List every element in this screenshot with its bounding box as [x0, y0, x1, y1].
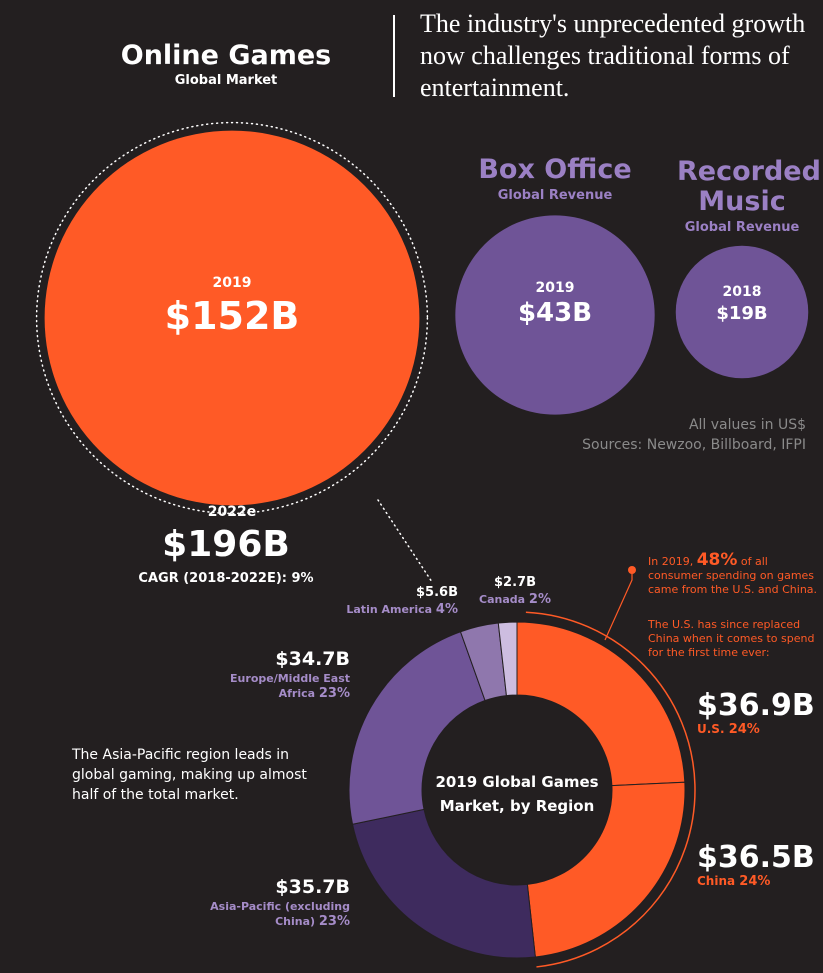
segment-value: $36.9B — [697, 688, 815, 723]
bubble-value: $19B — [716, 303, 768, 324]
note: Sources: Newzoo, Billboard, IFPI — [582, 437, 806, 453]
bubble — [455, 215, 655, 415]
annotation-highlight: 48% — [696, 550, 738, 570]
forecast-cagr: CAGR (2018-2022E): 9% — [138, 571, 314, 586]
forecast-year: 2022e — [207, 504, 257, 520]
bubble-year: 2019 — [535, 280, 575, 296]
segment-share: 24% — [739, 874, 771, 889]
annotation: In 2019, 48% of all consumer spending on… — [648, 550, 818, 597]
bubble-title: Online Games — [120, 40, 332, 71]
segment-name: Latin America — [346, 603, 433, 616]
segment-label: U.S. 24% — [697, 722, 760, 737]
donut-segment — [526, 781, 686, 958]
annotation-dot — [628, 566, 636, 574]
segment-name: China — [697, 874, 736, 888]
segment-value: $2.7B — [494, 575, 536, 590]
annotation-line — [604, 572, 633, 641]
segment-share: 23% — [318, 686, 350, 701]
segment-share: 24% — [728, 722, 760, 737]
bubble-year: 2019 — [212, 275, 252, 291]
segment-label: Canada 2% — [479, 592, 551, 607]
segment-share: 4% — [435, 602, 458, 617]
segment-label: China 24% — [697, 874, 770, 889]
connector — [377, 499, 433, 583]
bubble-subtitle: Global Revenue — [497, 188, 613, 203]
note: All values in US$ — [688, 417, 806, 433]
region-note: The Asia-Pacific region leads in global … — [72, 747, 307, 803]
highlight-arc — [525, 611, 696, 968]
segment-label: Latin America 4% — [346, 602, 458, 617]
segment-name: Europe/Middle East Africa — [230, 672, 350, 700]
segment-label: Asia-Pacific (excluding China) 23% — [210, 899, 350, 929]
segment-share: 2% — [528, 592, 551, 607]
bubble-year: 2018 — [722, 284, 762, 300]
bubble-value: $43B — [517, 298, 593, 328]
segment-name: Canada — [479, 593, 526, 606]
donut-title: 2019 Global Games Market, by Region — [435, 773, 599, 815]
annotation-text: of all consumer spending on games came f… — [648, 555, 818, 596]
annotation-text: In 2019, — [648, 555, 694, 568]
donut-segment — [351, 808, 536, 959]
annotation-note: The U.S. has since replaced China when i… — [648, 618, 815, 659]
segment-value: $34.7B — [275, 648, 350, 670]
segment-value: $35.7B — [275, 876, 350, 898]
headline: The industry's unprecedented growth now … — [420, 9, 806, 102]
bubble-subtitle: Global Market — [174, 73, 278, 88]
bubble-subtitle: Global Revenue — [684, 220, 800, 235]
segment-name: Asia-Pacific (excluding China) — [210, 900, 350, 928]
bubble-title: Box Office — [478, 154, 632, 185]
donut-segment — [348, 631, 486, 825]
bubble-title: Recorded Music — [677, 156, 821, 217]
donut-segment — [497, 621, 518, 697]
segment-share: 23% — [318, 914, 350, 929]
bubble — [675, 245, 809, 379]
segment-value: $5.6B — [416, 585, 458, 600]
segment-label: Europe/Middle East Africa 23% — [230, 671, 350, 701]
forecast-value: $196B — [162, 524, 290, 565]
bubble — [44, 130, 420, 506]
bubble-value: $152B — [164, 294, 300, 338]
forecast-outline — [35, 121, 429, 515]
segment-name: U.S. — [697, 722, 725, 736]
donut-segment — [516, 621, 686, 787]
segment-value: $36.5B — [697, 840, 815, 875]
